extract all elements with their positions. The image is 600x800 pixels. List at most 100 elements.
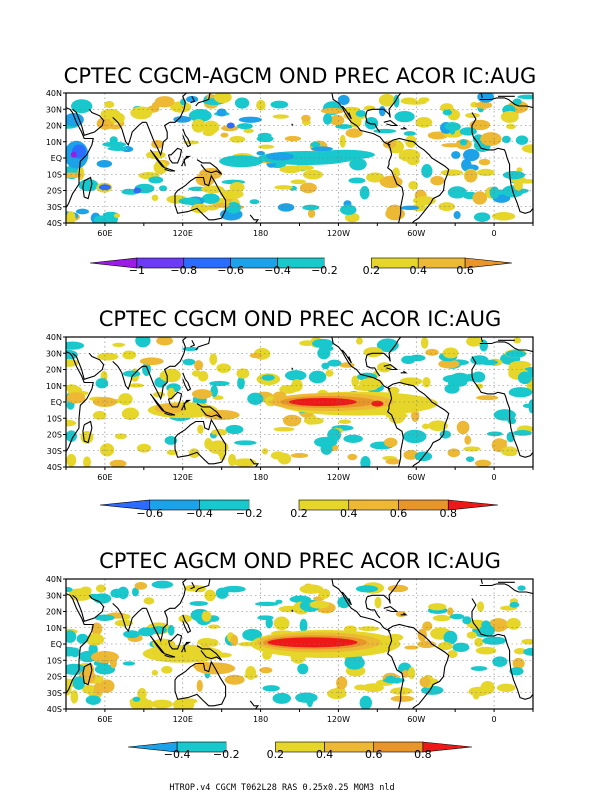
contour-patch <box>216 108 227 117</box>
contour-patch <box>207 638 219 647</box>
contour-patch <box>284 370 307 381</box>
contour-patch <box>132 696 141 702</box>
contour-patch <box>343 434 363 443</box>
contour-patch <box>449 613 465 620</box>
lon-label: 120E <box>173 229 193 238</box>
contour-patch <box>207 440 229 455</box>
contour-patch <box>325 369 334 377</box>
colorbar-box <box>249 500 299 510</box>
contour-patch <box>243 128 254 133</box>
contour-patch <box>66 384 78 392</box>
coastline <box>366 93 402 118</box>
contour-patch <box>229 135 246 143</box>
contour-patch <box>477 601 485 612</box>
colorbar-box <box>277 257 325 269</box>
panel-3-colorbar: −0.4 −0.2 0.2 0.4 0.6 0.8 <box>127 741 473 761</box>
colorbar-label: 0.8 <box>414 748 432 761</box>
colorbar-box <box>324 258 372 268</box>
contour-patch <box>479 339 488 352</box>
contour-patch <box>123 630 140 639</box>
coastline <box>341 349 352 364</box>
contour-patch <box>508 387 533 398</box>
contour-patch <box>399 377 423 386</box>
contour-patch <box>66 630 77 643</box>
lat-label: 20N <box>46 122 62 131</box>
contour-patch <box>307 208 316 218</box>
coastline <box>291 123 294 126</box>
contour-patch <box>356 337 363 345</box>
contour-patch <box>190 203 209 214</box>
lon-label: 120W <box>327 715 350 724</box>
coastline <box>190 582 196 590</box>
lat-label: 10S <box>47 170 62 179</box>
lon-label: 180 <box>253 473 268 482</box>
coastline <box>480 93 483 99</box>
coastline <box>196 159 223 175</box>
coastline <box>365 110 381 133</box>
contour-patch <box>66 663 86 675</box>
contour-patch <box>109 112 125 124</box>
contour-patch <box>242 628 263 641</box>
lon-label: 120W <box>327 473 350 482</box>
lon-label: 0 <box>492 473 497 482</box>
contour-patch <box>254 601 279 607</box>
contour-patch <box>517 94 533 100</box>
lat-label: 40S <box>47 705 62 714</box>
contour-patch <box>191 389 213 399</box>
contour-patch <box>464 435 472 445</box>
contour-patch <box>272 114 290 119</box>
contour-patch <box>472 690 480 700</box>
contour-patch <box>463 446 481 452</box>
contour-patch <box>476 168 495 177</box>
contour-patch <box>509 667 524 676</box>
contour-patch <box>226 122 235 129</box>
contour-patch <box>139 357 164 366</box>
contour-patch <box>517 585 526 591</box>
contour-patch <box>161 665 173 674</box>
coastline <box>383 120 399 127</box>
contour-patch <box>411 409 420 422</box>
coastline <box>387 623 450 709</box>
contour-patch <box>492 211 516 221</box>
contour-patch <box>113 213 121 218</box>
colorbar-label: 0.2 <box>290 507 308 520</box>
contour-patch <box>299 340 316 346</box>
contour-patch <box>438 359 460 369</box>
coastline <box>479 583 533 595</box>
lon-label: 60E <box>97 229 112 238</box>
coastline <box>387 143 404 223</box>
lat-label: 30N <box>46 591 62 600</box>
contour-patch <box>421 423 430 430</box>
contour-patch <box>321 362 330 370</box>
coastline <box>174 174 227 221</box>
contour-patch <box>521 144 533 154</box>
contour-patch <box>143 597 155 605</box>
contour-patch <box>311 146 333 152</box>
contour-patch <box>501 135 511 144</box>
coastline <box>365 354 381 377</box>
contour-patch <box>461 158 472 172</box>
contour-patch <box>408 180 419 190</box>
contour-patch <box>73 102 84 109</box>
contour-patch <box>473 212 491 222</box>
lon-label: 120E <box>173 715 193 724</box>
coastline <box>164 653 176 658</box>
colorbar-box <box>176 741 227 753</box>
contour-patch <box>400 205 420 211</box>
lat-label: 40S <box>47 219 62 228</box>
contour-patch <box>66 392 86 404</box>
contour-patch <box>336 676 348 690</box>
panel-3-map <box>66 579 533 709</box>
contour-patch <box>366 172 385 183</box>
contour-patch <box>419 676 431 688</box>
contour-patch <box>438 202 456 212</box>
contour-patch <box>523 647 533 656</box>
lat-label: 20N <box>46 608 62 617</box>
coastline <box>112 360 147 391</box>
contour-patch <box>191 119 206 133</box>
contour-patch <box>81 684 96 694</box>
contour-patch <box>338 419 352 424</box>
contour-patch <box>209 380 230 386</box>
contour-patch <box>237 123 253 130</box>
lat-label: 20S <box>47 187 62 196</box>
